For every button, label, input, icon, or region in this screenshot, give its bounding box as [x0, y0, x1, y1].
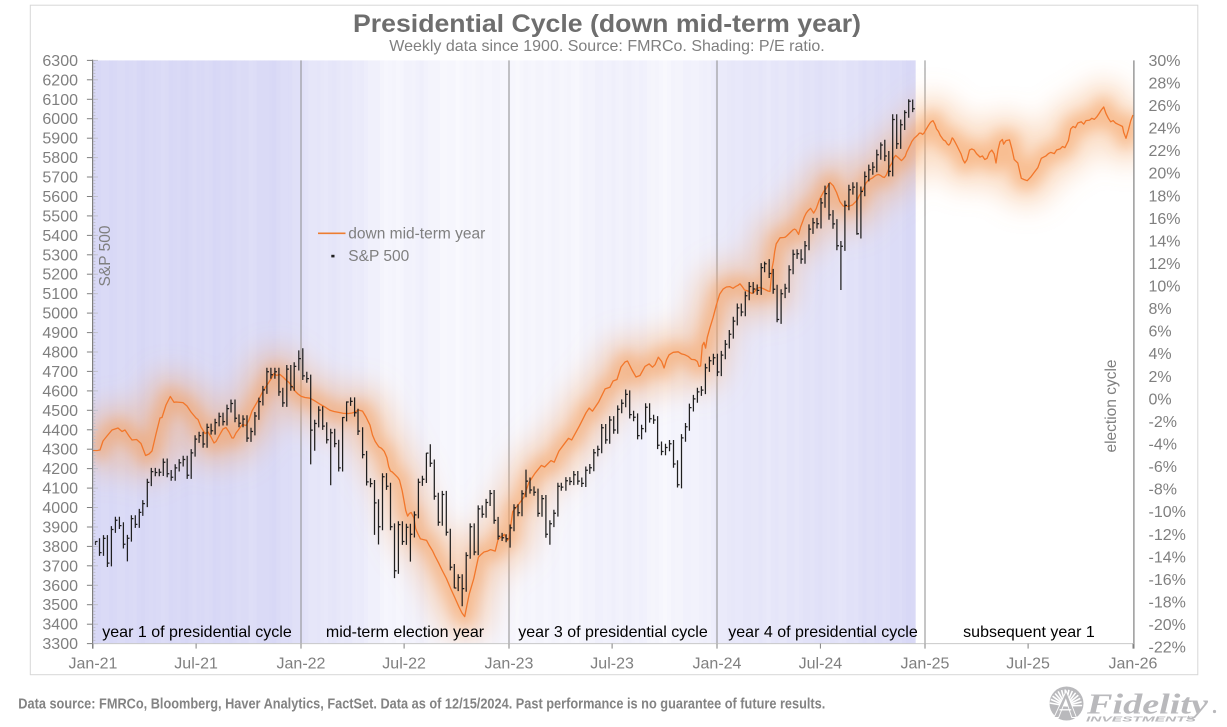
- svg-text:3800: 3800: [42, 539, 78, 556]
- svg-text:3400: 3400: [42, 617, 78, 634]
- svg-text:4100: 4100: [42, 481, 78, 498]
- svg-text:Jan-22: Jan-22: [277, 656, 326, 673]
- svg-text:4600: 4600: [42, 383, 78, 400]
- svg-text:14%: 14%: [1149, 233, 1181, 250]
- svg-text:year 1 of presidential cycle: year 1 of presidential cycle: [102, 624, 292, 641]
- svg-text:4700: 4700: [42, 364, 78, 381]
- svg-text:-16%: -16%: [1149, 572, 1186, 589]
- svg-text:-4%: -4%: [1149, 437, 1177, 454]
- svg-text:subsequent year 1: subsequent year 1: [963, 624, 1095, 641]
- svg-text:Weekly data since 1900. Source: Weekly data since 1900. Source: FMRCo. S…: [389, 38, 824, 55]
- svg-text:mid-term election year: mid-term election year: [326, 624, 485, 641]
- svg-text:Jan-23: Jan-23: [485, 656, 534, 673]
- svg-text:6300: 6300: [42, 53, 78, 70]
- svg-text:5900: 5900: [42, 131, 78, 148]
- svg-text:5100: 5100: [42, 286, 78, 303]
- svg-text:-8%: -8%: [1149, 482, 1177, 499]
- svg-text:year 3 of presidential cycle: year 3 of presidential cycle: [518, 624, 708, 641]
- svg-text:S&P 500: S&P 500: [97, 225, 114, 286]
- svg-text:Data source: FMRCo, Bloomberg,: Data source: FMRCo, Bloomberg, Haver Ana…: [18, 697, 825, 713]
- svg-text:22%: 22%: [1149, 143, 1181, 160]
- svg-text:-6%: -6%: [1149, 459, 1177, 476]
- svg-text:2%: 2%: [1149, 369, 1172, 386]
- svg-text:10%: 10%: [1149, 279, 1181, 296]
- svg-text:8%: 8%: [1149, 301, 1172, 318]
- svg-text:6200: 6200: [42, 72, 78, 89]
- svg-text:4200: 4200: [42, 461, 78, 478]
- svg-text:6%: 6%: [1149, 324, 1172, 341]
- svg-text:4500: 4500: [42, 403, 78, 420]
- svg-text:26%: 26%: [1149, 98, 1181, 115]
- svg-text:-14%: -14%: [1149, 549, 1186, 566]
- svg-text:4400: 4400: [42, 422, 78, 439]
- svg-text:Jul-21: Jul-21: [174, 656, 218, 673]
- svg-text:3900: 3900: [42, 520, 78, 537]
- svg-text:5500: 5500: [42, 208, 78, 225]
- svg-text:3500: 3500: [42, 597, 78, 614]
- svg-text:Jul-24: Jul-24: [799, 656, 843, 673]
- svg-text:Jan-26: Jan-26: [1109, 656, 1158, 673]
- svg-text:-20%: -20%: [1149, 617, 1186, 634]
- svg-text:4800: 4800: [42, 345, 78, 362]
- svg-text:3700: 3700: [42, 558, 78, 575]
- svg-text:18%: 18%: [1149, 188, 1181, 205]
- svg-text:4300: 4300: [42, 442, 78, 459]
- svg-text:4%: 4%: [1149, 346, 1172, 363]
- svg-text:year 4 of presidential cycle: year 4 of presidential cycle: [728, 624, 918, 641]
- svg-text:5600: 5600: [42, 189, 78, 206]
- svg-text:Jan-21: Jan-21: [69, 656, 118, 673]
- svg-text:-12%: -12%: [1149, 527, 1186, 544]
- svg-text:5400: 5400: [42, 228, 78, 245]
- svg-text:Jan-25: Jan-25: [901, 656, 950, 673]
- svg-text:-18%: -18%: [1149, 595, 1186, 612]
- svg-text:0%: 0%: [1149, 391, 1172, 408]
- svg-text:down mid-term year: down mid-term year: [348, 226, 485, 243]
- svg-text:12%: 12%: [1149, 256, 1181, 273]
- svg-text:4900: 4900: [42, 325, 78, 342]
- svg-text:6000: 6000: [42, 111, 78, 128]
- svg-text:28%: 28%: [1149, 76, 1181, 93]
- svg-text:Jan-24: Jan-24: [693, 656, 742, 673]
- svg-text:6100: 6100: [42, 92, 78, 109]
- svg-text:5700: 5700: [42, 170, 78, 187]
- svg-text:5200: 5200: [42, 267, 78, 284]
- svg-text:5000: 5000: [42, 306, 78, 323]
- svg-text:-22%: -22%: [1149, 640, 1186, 657]
- svg-text:INVESTMENTS: INVESTMENTS: [1086, 715, 1196, 723]
- svg-text:3300: 3300: [42, 636, 78, 653]
- svg-text:5300: 5300: [42, 247, 78, 264]
- svg-text:5800: 5800: [42, 150, 78, 167]
- svg-text:20%: 20%: [1149, 166, 1181, 183]
- svg-text:30%: 30%: [1149, 53, 1181, 70]
- svg-text:-2%: -2%: [1149, 414, 1177, 431]
- svg-text:4000: 4000: [42, 500, 78, 517]
- svg-text:-10%: -10%: [1149, 504, 1186, 521]
- svg-text:24%: 24%: [1149, 121, 1181, 138]
- svg-text:16%: 16%: [1149, 211, 1181, 228]
- svg-text:Presidential Cycle (down mid-t: Presidential Cycle (down mid-term year): [353, 10, 861, 38]
- svg-text:3600: 3600: [42, 578, 78, 595]
- svg-text:Jul-25: Jul-25: [1006, 656, 1050, 673]
- svg-text:S&P 500: S&P 500: [348, 248, 409, 265]
- svg-text:election cycle: election cycle: [1103, 359, 1120, 452]
- svg-text:Jul-22: Jul-22: [382, 656, 426, 673]
- svg-text:Jul-23: Jul-23: [590, 656, 634, 673]
